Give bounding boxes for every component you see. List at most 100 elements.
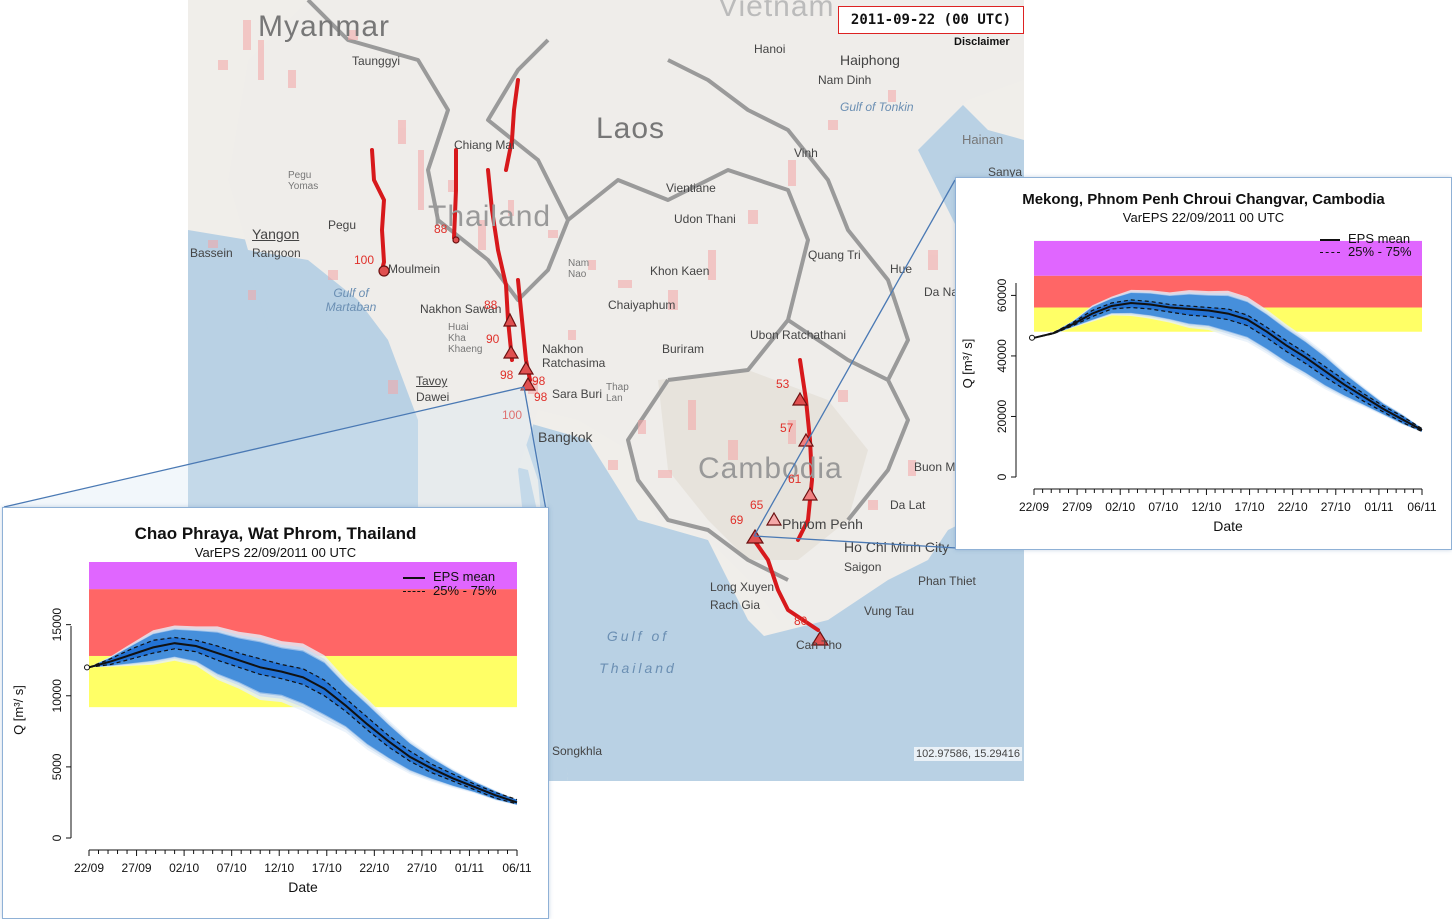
label-laos: Laos	[596, 112, 666, 145]
city-tavoy: Tavoy	[416, 374, 448, 388]
threshold-band	[89, 562, 517, 590]
station-markers	[378, 236, 830, 646]
label-thailand: Thailand	[428, 200, 552, 233]
disclaimer-link[interactable]: Disclaimer	[954, 36, 1010, 48]
x-tick-label: 22/09	[74, 861, 104, 875]
sea-gulf-of-martaban: Gulf of Martaban	[325, 286, 377, 314]
x-tick-label: 17/10	[1235, 500, 1265, 514]
x-tick-label: 22/09	[1019, 500, 1049, 514]
x-tick-label: 02/10	[1105, 500, 1135, 514]
station-number: 80	[794, 614, 808, 628]
series-line-q75	[88, 636, 518, 801]
label-nam-nao: Nam Nao	[568, 258, 590, 280]
legend-mean: EPS mean	[403, 569, 495, 584]
station-number: 100	[354, 253, 375, 267]
sea-gulf-of-tonkin: Gulf of Tonkin	[840, 100, 914, 114]
legend-mean-swatch	[1320, 238, 1340, 241]
river-network	[370, 78, 820, 632]
legend-iqr-swatch	[1320, 252, 1340, 254]
city-long-xuyen: Long Xuyen	[710, 580, 775, 594]
map-view[interactable]: Myanmar Laos Thailand Cambodia Vietnam T…	[188, 0, 1024, 781]
cursor-coordinates: 102.97586, 15.29416	[914, 747, 1022, 761]
city-pegu: Pegu	[328, 218, 357, 232]
x-tick-label: 22/10	[359, 861, 389, 875]
y-tick-label: 5000	[50, 753, 64, 780]
city-vientiane: Vientiane	[666, 181, 716, 195]
chart-title: Chao Phraya, Wat Phrom, Thailand	[134, 524, 417, 543]
threshold-band	[1034, 240, 1422, 276]
x-tick-label: 07/10	[217, 861, 247, 875]
x-tick-label: 12/10	[264, 861, 294, 875]
x-tick-label: 27/10	[407, 861, 437, 875]
city-saigon: Saigon	[844, 560, 882, 574]
city-haiphong: Haiphong	[840, 52, 900, 68]
city-da-lat: Da Lat	[890, 498, 926, 512]
x-tick-label: 06/11	[502, 861, 531, 875]
legend-mean-label: EPS mean	[1348, 231, 1411, 246]
x-tick-label: 01/11	[1364, 500, 1393, 514]
chart-subtitle: VarEPS 22/09/2011 00 UTC	[194, 545, 357, 560]
city-nakhon-sawan: Nakhon Sawan	[420, 302, 502, 316]
chart-title: Mekong, Phnom Penh Chroui Changvar, Camb…	[1022, 191, 1385, 208]
legend-mean-swatch	[403, 576, 425, 579]
ensemble-cells	[208, 20, 976, 510]
station-number: 98	[534, 390, 548, 404]
x-axis-title: Date	[288, 879, 318, 895]
series-line-mean	[1033, 301, 1423, 431]
city-moulmein: Moulmein	[388, 262, 441, 276]
y-tick-label: 0	[50, 834, 64, 841]
y-tick-label: 60000	[995, 278, 1009, 312]
city-bangkok: Bangkok	[538, 429, 593, 445]
city-udon-thani: Udon Thani	[674, 212, 736, 226]
y-tick-label: 40000	[995, 339, 1009, 373]
city-vung-tau: Vung Tau	[864, 604, 915, 618]
station-number: 65	[750, 498, 764, 512]
x-tick-label: 12/10	[1191, 500, 1221, 514]
label-hainan: Hainan	[962, 132, 1004, 147]
city-can-tho: Can Tho	[796, 638, 842, 652]
station-number: 53	[776, 377, 790, 391]
city-dawei: Dawei	[416, 390, 450, 404]
gulf-of-martaban	[248, 260, 388, 350]
label-vietnam: Vietnam	[718, 0, 835, 23]
city-buriram: Buriram	[662, 342, 705, 356]
gulf-of-thailand	[518, 420, 788, 781]
ensemble-spread	[1034, 293, 1422, 432]
city-ubon: Ubon Ratchathani	[750, 328, 847, 342]
sea-gulf-of-thailand: Gulf of Thailand	[599, 628, 677, 676]
y-axis-title: Q [m³/ s]	[960, 339, 975, 389]
city-rangoon: Rangoon	[252, 246, 301, 260]
legend-mean: EPS mean	[1320, 231, 1410, 246]
forecast-date-label: 2011-09-22 (00 UTC)	[838, 6, 1024, 34]
city-sara-buri: Sara Buri	[552, 387, 603, 401]
hydrograph-panel-chao-phraya: Chao Phraya, Wat Phrom, Thailand VarEPS …	[2, 507, 549, 919]
city-bassein: Bassein	[190, 246, 233, 260]
legend-iqr-label: 25% - 75%	[1348, 244, 1412, 259]
series-line-q75	[1033, 299, 1423, 430]
hydrograph-chart: 0 5000 10000 15000 22/09 27/09 02/10 07/10 12/10…	[11, 562, 532, 895]
x-tick-label: 27/09	[122, 861, 152, 875]
x-tick-label: 02/10	[169, 861, 199, 875]
station-number: 88	[484, 298, 498, 312]
x-tick-label: 07/10	[1148, 500, 1178, 514]
label-myanmar: Myanmar	[258, 10, 391, 43]
legend-iqr-label: 25% - 75%	[433, 583, 497, 598]
x-tick-label: 27/10	[1321, 500, 1351, 514]
y-tick-label: 0	[995, 473, 1009, 480]
label-pegu-yomas: Pegu Yomas	[288, 170, 319, 192]
x-tick-label: 17/10	[312, 861, 342, 875]
legend-iqr: 25% - 75%	[1320, 244, 1412, 259]
hydrograph-chart: 0 20000 40000 60000 22/09 27/09 02/10 07/10 12/1…	[960, 240, 1437, 534]
legend-mean-label: EPS mean	[433, 569, 496, 584]
city-nakhon-ratchasima: Nakhon Ratchasima	[542, 342, 606, 370]
city-yangon: Yangon	[252, 226, 300, 242]
city-buon-ma: Buon Ma	[914, 460, 963, 474]
station-number: 90	[486, 332, 500, 346]
map-basemap	[188, 0, 1024, 781]
y-tick-label: 20000	[995, 399, 1009, 433]
series-line-mean	[88, 642, 518, 804]
x-tick-label: 06/11	[1407, 500, 1436, 514]
city-hanoi: Hanoi	[754, 42, 786, 56]
city-phnom-penh: Phnom Penh	[782, 516, 863, 532]
